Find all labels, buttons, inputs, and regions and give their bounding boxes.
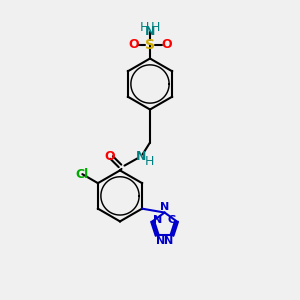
Text: N: N [160,202,169,212]
Text: O: O [105,149,116,163]
Text: N: N [164,236,174,246]
Text: N: N [156,236,165,246]
Text: N: N [153,215,163,225]
Text: N: N [145,25,155,38]
Text: O: O [161,38,172,52]
Text: S: S [145,38,155,52]
Text: O: O [128,38,139,52]
Text: C: C [167,215,175,225]
Text: H: H [140,21,149,34]
Text: N: N [136,149,146,163]
Text: H: H [145,155,154,168]
Text: H: H [151,21,160,34]
Text: Cl: Cl [76,168,89,181]
